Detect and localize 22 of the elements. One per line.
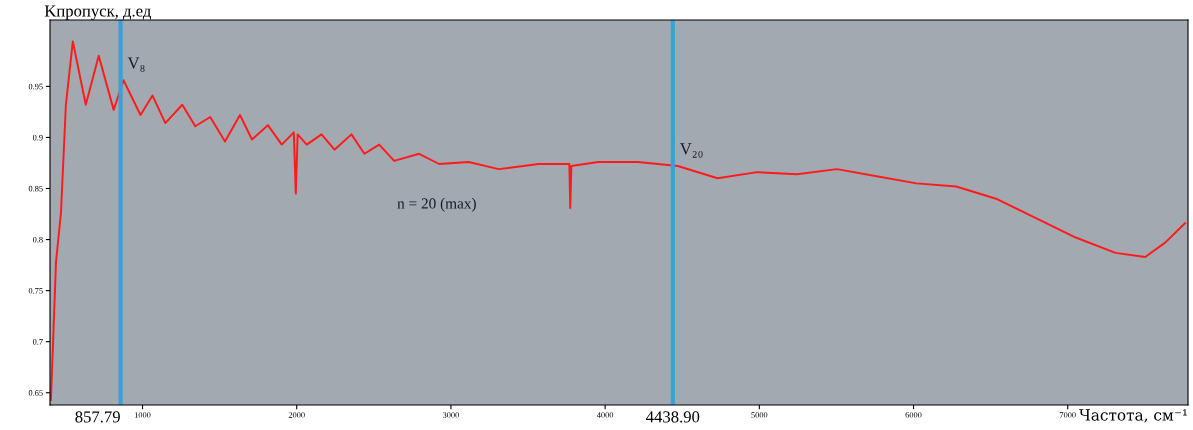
y-tick-label: 0.95 <box>28 83 43 90</box>
x-tick-label: 7000 <box>1059 412 1076 418</box>
annotation: n = 20 (max) <box>397 197 476 212</box>
x-axis-title: Частота, см⁻¹ <box>1079 409 1187 423</box>
y-tick-label: 0.9 <box>32 134 43 141</box>
ref-line-label: 4438.90 <box>646 411 700 423</box>
x-tick-label: 2000 <box>288 412 305 418</box>
annotation: V₂₀ <box>679 143 703 158</box>
x-tick-label: 4000 <box>596 412 614 418</box>
line-series <box>50 40 1187 401</box>
x-tick-label: 3000 <box>442 412 459 418</box>
y-tick-label: 0.8 <box>32 236 43 243</box>
ref-line-label: 857.79 <box>75 411 120 423</box>
y-tick-label: 0.7 <box>32 339 43 345</box>
y-tick-label: 0.75 <box>28 287 43 294</box>
x-tick-label: 1000 <box>134 412 151 418</box>
x-tick-label: 6000 <box>905 412 922 418</box>
y-axis-title: Kпропуск, д.ед <box>44 5 151 20</box>
annotation: V₈ <box>127 57 145 72</box>
x-tick-label: 5000 <box>751 412 768 418</box>
y-tick-label: 0.65 <box>28 390 43 396</box>
y-tick-label: 0.85 <box>28 185 43 192</box>
